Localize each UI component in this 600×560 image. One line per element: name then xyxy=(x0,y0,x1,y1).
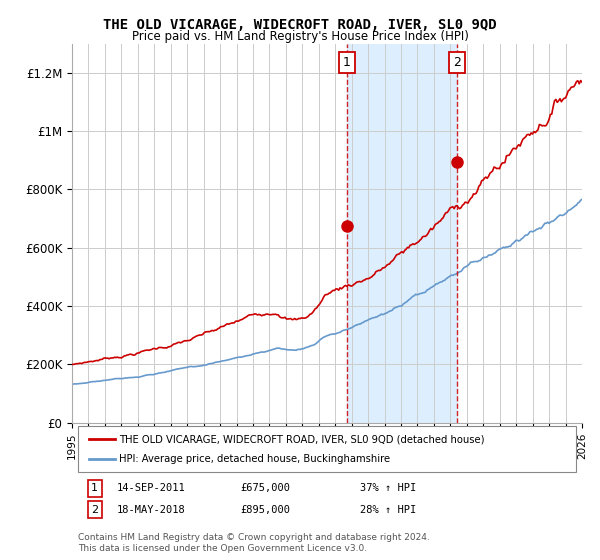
Text: £895,000: £895,000 xyxy=(240,505,290,515)
Text: HPI: Average price, detached house, Buckinghamshire: HPI: Average price, detached house, Buck… xyxy=(119,454,390,464)
Text: 1: 1 xyxy=(343,56,351,69)
Text: 2: 2 xyxy=(453,56,461,69)
Text: 1: 1 xyxy=(91,483,98,493)
Text: £675,000: £675,000 xyxy=(240,483,290,493)
Text: THE OLD VICARAGE, WIDECROFT ROAD, IVER, SL0 9QD (detached house): THE OLD VICARAGE, WIDECROFT ROAD, IVER, … xyxy=(119,435,484,445)
Text: 18-MAY-2018: 18-MAY-2018 xyxy=(117,505,186,515)
Text: 2: 2 xyxy=(91,505,98,515)
Text: 14-SEP-2011: 14-SEP-2011 xyxy=(117,483,186,493)
Text: THE OLD VICARAGE, WIDECROFT ROAD, IVER, SL0 9QD: THE OLD VICARAGE, WIDECROFT ROAD, IVER, … xyxy=(103,18,497,32)
Text: Price paid vs. HM Land Registry's House Price Index (HPI): Price paid vs. HM Land Registry's House … xyxy=(131,30,469,43)
Text: 37% ↑ HPI: 37% ↑ HPI xyxy=(360,483,416,493)
Bar xyxy=(347,44,457,423)
Text: Contains HM Land Registry data © Crown copyright and database right 2024.
This d: Contains HM Land Registry data © Crown c… xyxy=(78,533,430,553)
Text: 28% ↑ HPI: 28% ↑ HPI xyxy=(360,505,416,515)
